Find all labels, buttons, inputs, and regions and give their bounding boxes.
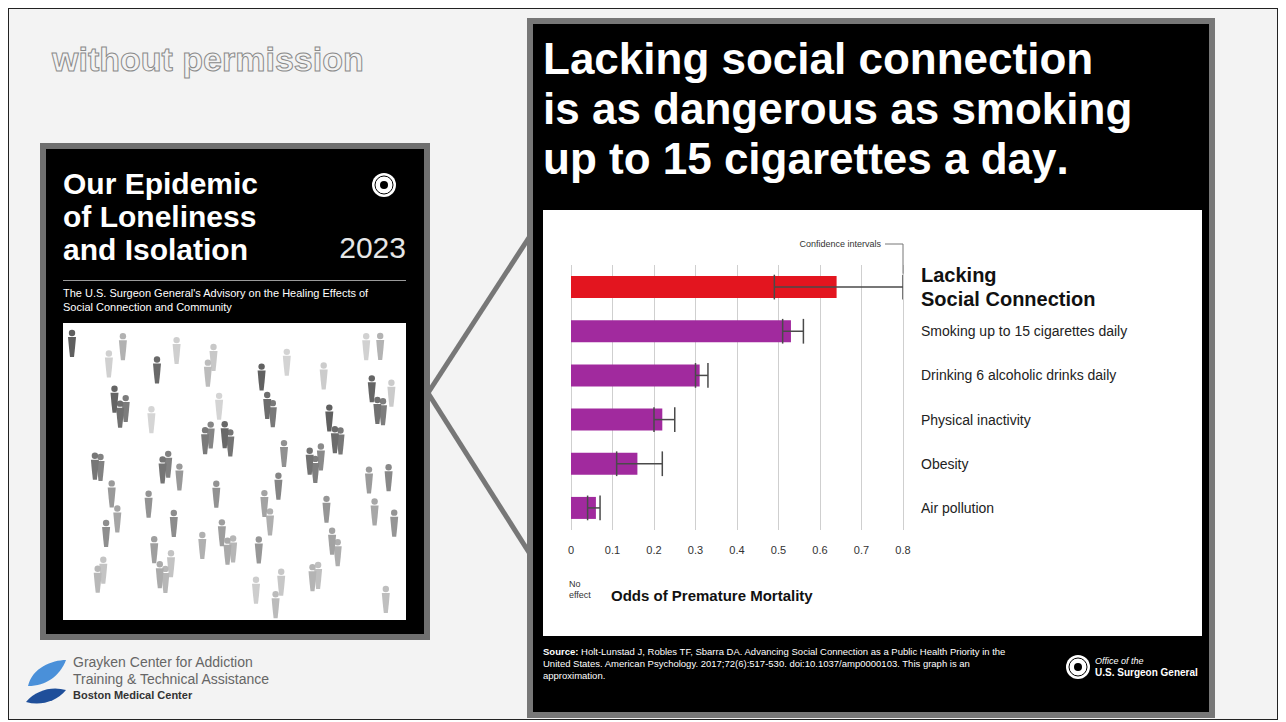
svg-text:0: 0 [568,544,574,556]
html-text:Training & Technical Assistanc: Training & Technical Assistance [73,671,270,687]
html-text:U.S. Surgeon General: U.S. Surgeon General [1095,667,1198,678]
svg-text:Smoking up to 15 cigarettes da: Smoking up to 15 cigarettes daily [921,323,1127,339]
svg-text:Social Connection: Social Connection [921,288,1095,310]
svg-text:0.2: 0.2 [646,544,661,556]
html-text:The U.S. Surgeon General's Adv: The U.S. Surgeon General's Advisory on t… [63,287,369,313]
html-text:Lacking social connection is a: Lacking social connection is as dangerou… [543,34,1133,183]
html-text:Grayken Center for Addiction: Grayken Center for Addiction [73,654,253,670]
html-text:Our Epidemic of Loneliness and: Our Epidemic of Loneliness and Isolation [63,167,258,266]
svg-text:Drinking 6 alcoholic drinks da: Drinking 6 alcoholic drinks daily [921,367,1116,383]
html-text:Source: Holt-Lunstad J, Robles: Source: Holt-Lunstad J, Robles TF, Sbarr… [543,646,1006,681]
html-text:Office of the: Office of the [1095,656,1144,666]
svg-text:Confidence intervals: Confidence intervals [799,239,881,249]
svg-text:Physical inactivity: Physical inactivity [921,412,1031,428]
svg-text:0.5: 0.5 [771,544,786,556]
svg-text:0.1: 0.1 [605,544,620,556]
svg-text:0.6: 0.6 [812,544,827,556]
html-text:2023: 2023 [339,231,406,264]
svg-text:0.7: 0.7 [854,544,869,556]
svg-text:Lacking: Lacking [921,264,997,286]
svg-text:No: No [569,579,583,589]
svg-text:0.8: 0.8 [895,544,910,556]
svg-text:Air pollution: Air pollution [921,500,994,516]
svg-text:effect: effect [569,590,591,600]
svg-text:0.3: 0.3 [688,544,703,556]
svg-text:0.4: 0.4 [729,544,744,556]
svg-text:Obesity: Obesity [921,456,968,472]
html-text:Boston Medical Center: Boston Medical Center [73,689,193,701]
html-text:without permission: without permission [52,40,364,78]
svg-text:Odds of Premature Mortality: Odds of Premature Mortality [611,587,813,604]
